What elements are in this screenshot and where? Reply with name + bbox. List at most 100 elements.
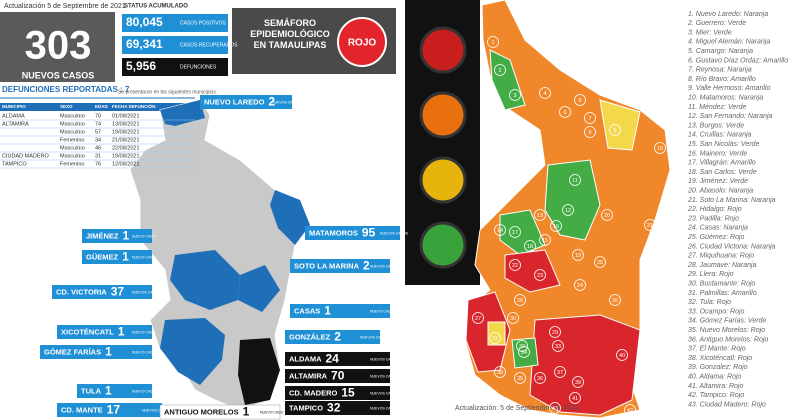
municipality-marker — [514, 294, 526, 306]
municipality-number: 15 — [542, 238, 548, 244]
table-cell: 74 — [95, 121, 101, 127]
status-label: CASOS RECUPERADOS — [180, 42, 238, 48]
map-label-note: NUEVOS CASOS — [370, 357, 399, 361]
table-cell: CIUDAD MADERO — [2, 153, 49, 159]
semaforo-title-line: SEMÁFORO — [264, 18, 316, 28]
municipality-number: 39 — [575, 380, 581, 386]
map-label-note: NUEVOS CASOS — [370, 374, 399, 378]
municipality-marker — [559, 106, 571, 118]
municipality-marker — [569, 392, 581, 404]
map-label-note: NUEVO CASO — [132, 389, 156, 393]
municipality-number: 5 — [578, 98, 581, 104]
legend-entry: 41. Altamira: Rojo — [688, 383, 743, 390]
municipality-marker — [584, 112, 596, 124]
table-cell: Masculino — [60, 153, 85, 159]
table-cell: 13/08/2021 — [112, 121, 140, 127]
status-box — [122, 36, 228, 54]
map-label-box — [290, 304, 390, 318]
municipality-number: 14 — [497, 228, 503, 234]
municipality-number: 37 — [557, 370, 563, 376]
legend-entry: 29. Llera: Rojo — [687, 271, 734, 278]
legend-entry: 9. Valle Hermoso: Amarillo — [688, 85, 770, 92]
municipality-number: 22 — [512, 263, 518, 269]
deaths-title: DEFUNCIONES REPORTADAS : 7 — [2, 85, 130, 94]
legend-entry: 19. Jiménez: Verde — [688, 178, 748, 185]
table-header: FECHA DEFUNCIÓN — [112, 102, 155, 109]
municipality-number: 41 — [572, 396, 578, 402]
legend-entry: 31. Palmillas: Amarillo — [688, 290, 757, 297]
semaforo-title: SEMÁFORO EPIDEMIOLÓGICO EN TAMAULIPAS — [250, 18, 330, 50]
municipality-marker — [518, 346, 530, 358]
municipality-marker — [514, 372, 526, 384]
map-label-box — [57, 325, 152, 339]
map-green-south — [511, 337, 539, 369]
municipality-number: 11 — [572, 178, 578, 184]
municipality-marker — [516, 340, 528, 352]
map-label-note: NUEVO CASO — [132, 234, 156, 238]
municipality-number: 27 — [475, 316, 481, 322]
legend-entry: 16. Mainero: Verde — [688, 150, 747, 157]
municipality-number: 25 — [597, 260, 603, 266]
municipality-marker — [569, 174, 581, 186]
status-value: 80,045 — [126, 15, 163, 29]
legend-entry: 28. Jaumave: Naranja — [687, 262, 757, 269]
table-header-bg — [0, 103, 195, 111]
light-yellow — [419, 156, 467, 204]
municipality-marker — [574, 279, 586, 291]
municipality-marker — [609, 124, 621, 136]
light-red — [419, 26, 467, 74]
municipality-number: 23 — [537, 273, 543, 279]
municipality-number: 33 — [555, 344, 561, 350]
municipality-number: 1 — [491, 40, 494, 46]
municipality-number: 20 — [604, 213, 610, 219]
map-label-count: 24 — [326, 352, 340, 366]
municipality-marker — [524, 240, 536, 252]
municipality-marker — [489, 332, 501, 344]
table-header: MUNICIPIO — [2, 104, 26, 109]
legend-entry: 24. Casas: Naranja — [687, 225, 748, 232]
status-value: 69,341 — [126, 37, 163, 51]
municipality-number: 21 — [647, 223, 653, 229]
municipality-number: 6 — [563, 110, 566, 116]
municipality-number: 3 — [513, 93, 516, 99]
map-label-box — [77, 384, 152, 398]
municipality-number: 31 — [492, 336, 498, 342]
municipality-marker — [494, 224, 506, 236]
map-label-name: GÜEMEZ — [86, 252, 119, 261]
municipality-number: 30 — [510, 316, 516, 322]
map-label-name: TAMPICO — [289, 403, 323, 412]
region-soto-la-marina — [238, 265, 280, 312]
map-label-box — [285, 352, 390, 366]
map-label-note: NUEVO CASO — [132, 330, 156, 334]
legend-entry: 36. Antiguo Morelos: Rojo — [688, 336, 768, 343]
light-orange — [419, 91, 467, 139]
deaths-note: Se presentaron en los siguientes municip… — [118, 89, 217, 95]
municipality-number: 9 — [588, 130, 591, 136]
map-label-note: NUEVOS CASOS — [132, 290, 161, 294]
municipality-marker — [549, 326, 561, 338]
legend-entry: 35. Nuevo Morelos: Rojo — [688, 327, 765, 334]
legend-entry: 42. Tampico: Rojo — [688, 392, 744, 399]
map-label-count: 1 — [105, 345, 112, 359]
legend-entry: 7. Reynosa: Naranja — [688, 67, 752, 74]
map-label-name: ALDAMA — [289, 354, 322, 363]
map-label-count: 37 — [111, 285, 125, 299]
table-cell: 12/08/2021 — [112, 161, 140, 167]
map-label-count: 1 — [105, 384, 112, 398]
municipality-number: 7 — [588, 116, 591, 122]
map-label-count: 1 — [324, 304, 331, 318]
table-cell: 76 — [95, 161, 101, 167]
legend-entry: 3. Mier: Verde — [688, 29, 732, 36]
map-yellow-north — [599, 99, 641, 151]
table-cell: 19/08/2021 — [112, 129, 140, 135]
municipality-number: 10 — [657, 146, 663, 152]
municipality-number: 12 — [565, 208, 571, 214]
map-red-south — [529, 314, 641, 416]
municipality-number: 42 — [627, 408, 633, 414]
legend-entry: 40. Aldama: Rojo — [688, 374, 742, 381]
map-label-note: NUEVOS CASOS — [370, 264, 399, 268]
region-matamoros — [270, 190, 310, 245]
map-label-note: NUEVO CASO — [132, 350, 156, 354]
